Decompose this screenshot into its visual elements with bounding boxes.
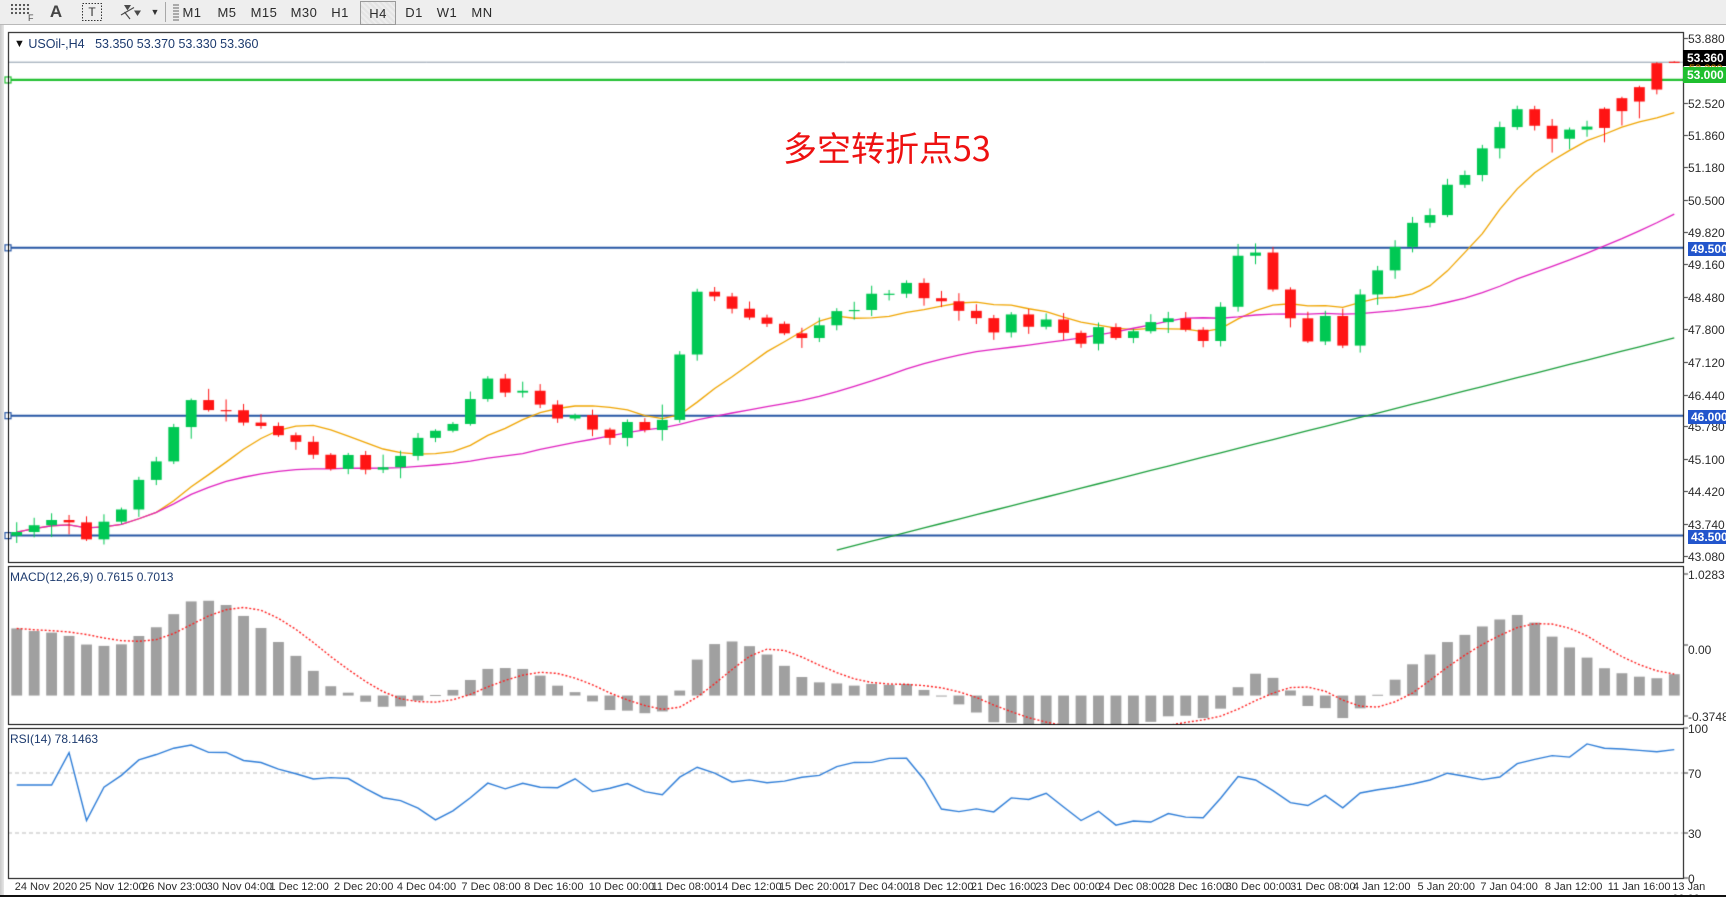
svg-text:T: T	[88, 5, 96, 19]
svg-text:F: F	[28, 13, 34, 21]
